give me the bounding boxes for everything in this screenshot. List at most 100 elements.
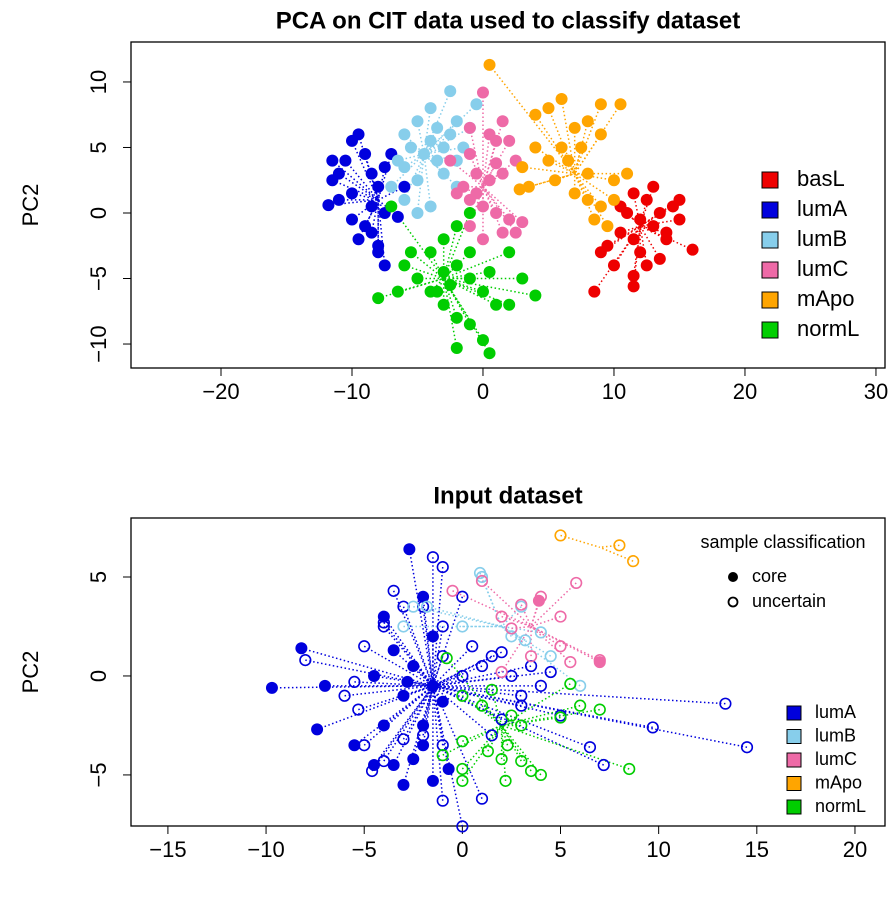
point [529, 289, 542, 302]
point [398, 180, 411, 193]
spoke [408, 549, 434, 686]
y-axis-title: PC2 [18, 184, 43, 227]
point [483, 174, 496, 187]
point [444, 128, 457, 141]
spoke [574, 172, 615, 181]
point [475, 659, 489, 673]
spoke [373, 685, 434, 766]
legend-label: mApo [797, 286, 854, 311]
point [607, 259, 620, 272]
point [466, 640, 479, 653]
point [417, 590, 430, 603]
legend-swatch [761, 291, 779, 309]
point [332, 167, 345, 180]
point [503, 134, 516, 147]
legend-label: normL [797, 316, 859, 341]
point [542, 154, 555, 167]
legend-label: lumC [815, 749, 857, 769]
spoke [402, 685, 434, 786]
legend-swatch [761, 261, 779, 279]
point [568, 187, 581, 200]
point [515, 719, 528, 732]
point [437, 141, 450, 154]
y-tick-label: 10 [86, 70, 111, 94]
legend-swatch [761, 321, 779, 339]
spoke [501, 625, 581, 687]
point-legend-marker [727, 596, 739, 608]
spoke [501, 704, 581, 727]
legend-label: lumA [815, 702, 856, 722]
y-tick-label: 0 [86, 207, 111, 219]
point [416, 729, 430, 742]
point [495, 646, 508, 659]
point [621, 167, 634, 180]
point-legend-marker [728, 572, 738, 582]
point [564, 656, 577, 669]
spoke [501, 724, 630, 770]
point [397, 733, 410, 746]
legend-swatch [786, 776, 802, 791]
point [515, 598, 528, 611]
point [431, 285, 444, 298]
point [719, 697, 732, 710]
point [444, 85, 457, 98]
spoke [370, 199, 379, 233]
point [426, 551, 440, 564]
point [420, 600, 434, 613]
point [490, 134, 503, 147]
point [627, 233, 640, 246]
point [673, 193, 686, 206]
spoke [377, 153, 393, 201]
point [338, 689, 351, 702]
point [549, 174, 562, 187]
point [436, 620, 449, 633]
point [534, 768, 547, 782]
point [456, 590, 469, 603]
point [397, 689, 410, 702]
spoke [500, 626, 532, 673]
spoke [449, 159, 484, 188]
spoke [383, 622, 434, 687]
point [437, 265, 450, 278]
point-legend-label: core [752, 566, 787, 586]
spoke [461, 725, 503, 782]
spoke [530, 625, 601, 661]
point [345, 187, 358, 200]
point [377, 754, 390, 768]
point [456, 689, 469, 702]
spoke [422, 596, 434, 686]
spoke [416, 121, 425, 155]
spoke [501, 625, 552, 657]
spoke [383, 685, 434, 762]
point [352, 233, 365, 246]
legend-label: basL [797, 166, 845, 191]
point [554, 529, 567, 542]
spoke [316, 685, 434, 731]
spoke [432, 685, 522, 697]
point [594, 98, 607, 111]
point [397, 620, 410, 633]
spoke [640, 218, 680, 227]
point [378, 259, 391, 272]
spoke [432, 685, 493, 736]
spoke [573, 121, 589, 174]
point [456, 620, 469, 633]
point [368, 669, 381, 682]
x-tick-label: −5 [352, 837, 377, 862]
point [352, 703, 365, 716]
point [483, 265, 496, 278]
point [431, 121, 444, 134]
point [594, 200, 607, 213]
spoke [416, 153, 425, 214]
point [436, 695, 449, 708]
x-tick-label: −20 [202, 379, 239, 404]
y-tick-label: 0 [86, 670, 111, 682]
point [614, 226, 627, 239]
x-tick-label: 10 [602, 379, 626, 404]
point [562, 154, 575, 167]
legend-swatch [761, 201, 779, 219]
legend-label: mApo [815, 772, 862, 792]
spoke [358, 685, 434, 711]
point [456, 669, 469, 683]
point [456, 774, 469, 787]
